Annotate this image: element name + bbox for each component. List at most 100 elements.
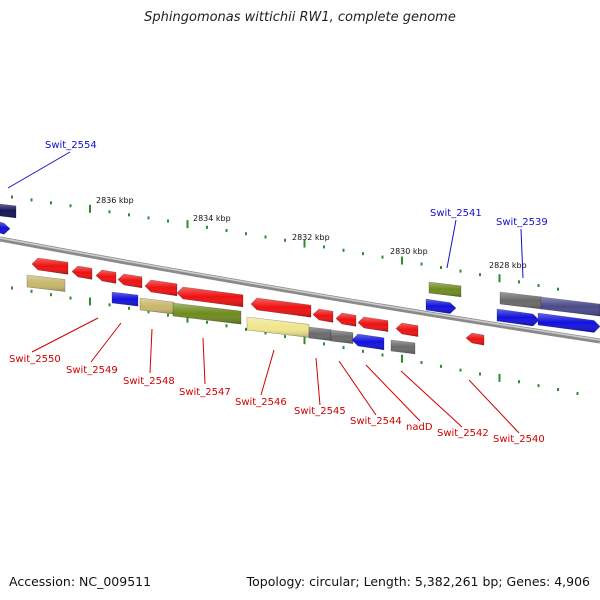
gene-shading (396, 323, 418, 337)
gene-feature[interactable] (496, 308, 540, 327)
gene-label-swit-2545[interactable]: Swit_2545 (294, 406, 346, 417)
gene-feature[interactable] (335, 312, 357, 327)
gene-shading (118, 274, 142, 288)
scale-tick-label: 2830 kbp (390, 247, 428, 256)
gene-shading (358, 317, 388, 332)
gene-shading (331, 330, 353, 344)
gene-label-swit-2547[interactable]: Swit_2547 (179, 387, 231, 398)
gene-feature[interactable] (312, 308, 334, 323)
gene-shading (177, 287, 243, 307)
gene-feature[interactable] (351, 333, 385, 351)
gene-feature[interactable] (246, 316, 310, 338)
label-connector (315, 357, 321, 406)
gene-feature[interactable] (139, 297, 175, 315)
label-connector (400, 370, 463, 428)
gene-shading (72, 266, 92, 280)
gene-feature[interactable] (428, 281, 462, 298)
gene-feature[interactable] (465, 332, 485, 346)
label-connector (31, 317, 99, 353)
gene-feature[interactable] (537, 312, 600, 333)
gene-shading (429, 282, 461, 297)
gene-shading (497, 309, 539, 327)
scale-tick-label: 2834 kbp (193, 214, 231, 223)
gene-shading (426, 299, 456, 314)
scale-labels: 2836 kbp 2834 kbp 2832 kbp 2830 kbp 2828 kbp (96, 196, 527, 270)
gene-label-swit-2546[interactable]: Swit_2546 (235, 397, 287, 408)
scale-tick-label: 2832 kbp (292, 233, 330, 242)
gene-features (0, 203, 600, 355)
gene-feature[interactable] (540, 296, 600, 317)
gene-feature[interactable] (499, 291, 543, 310)
gene-label-swit-2548[interactable]: Swit_2548 (123, 376, 175, 387)
label-connector (149, 328, 153, 374)
genome-backbone-highlight (0, 237, 600, 341)
gene-label-swit-2554[interactable]: Swit_2554 (45, 140, 97, 151)
label-connector (338, 360, 377, 416)
gene-shading (309, 327, 331, 341)
gene-feature[interactable] (250, 297, 312, 318)
gene-labels: Swit_2554 Swit_2541 Swit_2539 Swit_2550 Swit… (9, 140, 548, 445)
label-connector (90, 322, 122, 363)
gene-feature[interactable] (71, 265, 93, 280)
gene-feature[interactable] (357, 316, 389, 332)
gene-label-swit-2542[interactable]: Swit_2542 (437, 428, 489, 439)
gene-shading (27, 275, 65, 292)
gene-feature[interactable] (395, 322, 419, 337)
gene-feature[interactable] (425, 298, 457, 314)
scale-tick-label: 2828 kbp (489, 261, 527, 270)
gene-label-swit-2549[interactable]: Swit_2549 (66, 365, 118, 376)
gene-shading (538, 313, 600, 333)
gene-feature[interactable] (308, 326, 332, 341)
gene-shading (251, 298, 311, 318)
gene-shading (336, 313, 356, 327)
label-connector (468, 379, 520, 434)
gene-feature[interactable] (390, 339, 416, 355)
gene-feature[interactable] (176, 286, 244, 308)
label-connector (202, 337, 206, 385)
gene-label-nadd[interactable]: nadD (406, 422, 433, 433)
gene-shading (352, 334, 384, 350)
label-connectors (7, 151, 524, 434)
label-connector (7, 151, 71, 189)
gene-shading (96, 270, 116, 284)
gene-feature[interactable] (172, 302, 242, 325)
gene-shading (0, 204, 16, 218)
gene-feature[interactable] (26, 274, 66, 292)
genome-backbone (0, 236, 600, 344)
gene-shading (313, 309, 333, 323)
gene-shading (466, 333, 484, 346)
scale-ticks-lower (11, 286, 579, 396)
gene-feature[interactable] (330, 329, 354, 344)
gene-feature[interactable] (95, 269, 117, 284)
gene-feature[interactable] (111, 291, 139, 307)
label-connector (260, 349, 275, 396)
accession-text: Accession: NC_009511 (9, 574, 152, 589)
gene-feature[interactable] (0, 203, 17, 219)
gene-shading (145, 280, 177, 296)
gene-label-swit-2541[interactable]: Swit_2541 (430, 208, 482, 219)
gene-shading (0, 222, 10, 235)
scale-tick-label: 2836 kbp (96, 196, 134, 205)
label-connector (365, 364, 421, 422)
scale-ticks-upper (11, 195, 559, 291)
map-title: Sphingomonas wittichii RW1, complete gen… (144, 10, 456, 25)
gene-label-swit-2544[interactable]: Swit_2544 (350, 416, 402, 427)
gene-shading (247, 317, 309, 338)
gene-label-swit-2539[interactable]: Swit_2539 (496, 217, 548, 228)
gene-shading (391, 340, 415, 354)
gene-shading (541, 297, 600, 317)
gene-label-swit-2540[interactable]: Swit_2540 (493, 434, 545, 445)
gene-feature[interactable] (31, 257, 69, 275)
genome-summary-text: Topology: circular; Length: 5,382,261 bp… (246, 574, 590, 589)
gene-feature[interactable] (144, 279, 178, 297)
gene-shading (173, 303, 241, 325)
gene-shading (112, 292, 138, 307)
gene-shading (500, 292, 542, 310)
label-connector (446, 219, 457, 269)
gene-shading (140, 298, 174, 315)
gene-feature[interactable] (0, 221, 11, 235)
gene-feature[interactable] (117, 273, 143, 289)
gene-shading (32, 258, 68, 275)
gene-label-swit-2550[interactable]: Swit_2550 (9, 354, 61, 365)
